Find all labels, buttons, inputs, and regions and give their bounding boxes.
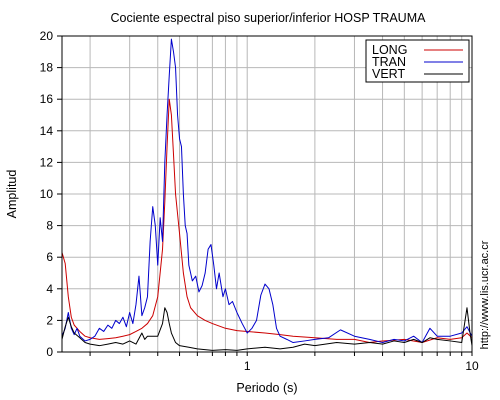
y-tick-label: 12 xyxy=(40,155,54,169)
y-tick-label: 18 xyxy=(40,61,54,75)
chart-title: Cociente espectral piso superior/inferio… xyxy=(111,11,427,25)
series-line-vert xyxy=(61,307,473,351)
legend-label-tran: TRAN xyxy=(372,55,406,69)
legend-label-long: LONG xyxy=(372,43,407,57)
y-tick-label: 4 xyxy=(46,282,53,296)
watermark-url: http://www.lis.ucr.ac.cr xyxy=(479,240,491,349)
series-layer xyxy=(61,38,473,351)
x-tick-label: 1 xyxy=(244,359,251,373)
y-tick-label: 2 xyxy=(46,313,53,327)
y-tick-label: 10 xyxy=(40,187,54,201)
y-tick-label: 8 xyxy=(46,219,53,233)
x-axis-label: Periodo (s) xyxy=(236,381,297,395)
plot-frame xyxy=(61,35,473,353)
series-line-long xyxy=(61,98,473,344)
y-tick-label: 20 xyxy=(40,29,54,43)
grid-layer xyxy=(62,36,472,352)
y-tick-label: 16 xyxy=(40,92,54,106)
y-tick-label: 0 xyxy=(46,345,53,359)
axis-layer: 0 2 4 6 8 10 12 14 16 18 20 1 10 xyxy=(40,29,479,373)
legend-box xyxy=(365,39,470,83)
series-line-tran xyxy=(61,38,473,344)
x-tick-label: 10 xyxy=(465,359,479,373)
y-tick-label: 6 xyxy=(46,250,53,264)
y-tick-label: 14 xyxy=(40,124,54,138)
y-axis-label: Amplitud xyxy=(5,170,19,219)
legend-label-vert: VERT xyxy=(372,67,405,81)
